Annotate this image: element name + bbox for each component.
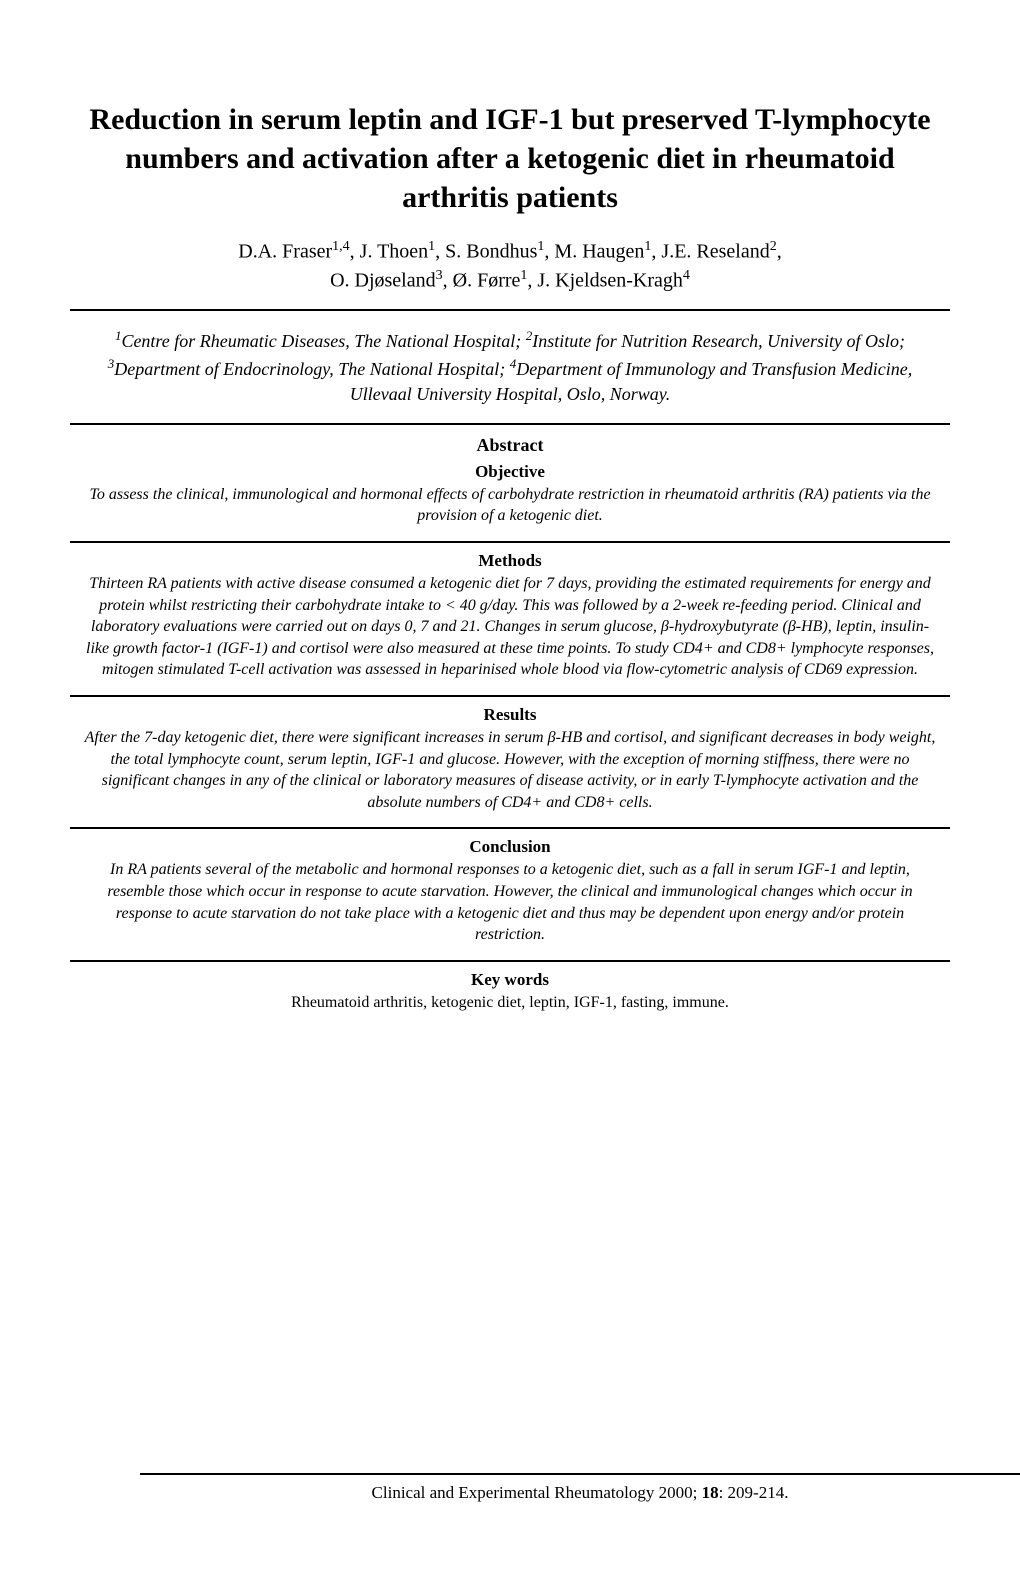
divider-line: [70, 423, 950, 425]
author-affiliation-sup: 3: [436, 268, 443, 283]
conclusion-heading: Conclusion: [70, 837, 950, 857]
results-body: After the 7-day ketogenic diet, there we…: [70, 725, 950, 819]
authors-block: D.A. Fraser1,4, J. Thoen1, S. Bondhus1, …: [70, 237, 950, 294]
author-name: , J. Thoen: [350, 241, 429, 263]
author-name: O. Djøseland: [330, 269, 436, 291]
author-name: , J. Kjeldsen-Kragh: [527, 269, 683, 291]
results-heading: Results: [70, 705, 950, 725]
author-name: , S. Bondhus: [435, 241, 537, 263]
divider-line: [70, 827, 950, 829]
conclusion-body: In RA patients several of the metabolic …: [70, 857, 950, 951]
footer-pages: : 209-214.: [719, 1483, 789, 1502]
divider-line: [70, 309, 950, 311]
affiliations-block: 1Centre for Rheumatic Diseases, The Nati…: [70, 319, 950, 415]
author-affiliation-sup: 2: [770, 239, 777, 254]
methods-heading: Methods: [70, 551, 950, 571]
footer-volume: 18: [702, 1483, 719, 1502]
author-affiliation-sup: 1,4: [332, 239, 350, 254]
divider-line: [70, 960, 950, 962]
divider-line: [70, 541, 950, 543]
footer-journal: Clinical and Experimental Rheumatology 2…: [372, 1483, 702, 1502]
author-name: , J.E. Reseland: [651, 241, 769, 263]
author-name: , M. Haugen: [544, 241, 644, 263]
author-name: D.A. Fraser: [238, 241, 332, 263]
objective-heading: Objective: [70, 462, 950, 482]
affiliation-text: Centre for Rheumatic Diseases, The Natio…: [121, 331, 525, 351]
affiliation-text: Institute for Nutrition Research, Univer…: [532, 331, 905, 351]
keywords-body: Rheumatoid arthritis, ketogenic diet, le…: [70, 990, 950, 1020]
author-affiliation-sup: 4: [683, 268, 690, 283]
divider-line: [70, 695, 950, 697]
keywords-heading: Key words: [70, 970, 950, 990]
footer-citation: Clinical and Experimental Rheumatology 2…: [140, 1483, 1020, 1503]
author-separator: ,: [777, 241, 782, 263]
affiliation-text: Department of Endocrinology, The Nationa…: [114, 359, 509, 379]
paper-title: Reduction in serum leptin and IGF-1 but …: [70, 100, 950, 217]
author-name: , Ø. Førre: [443, 269, 521, 291]
objective-body: To assess the clinical, immunological an…: [70, 482, 950, 533]
abstract-heading: Abstract: [70, 435, 950, 456]
methods-body: Thirteen RA patients with active disease…: [70, 571, 950, 687]
footer-divider: [140, 1473, 1020, 1475]
page-footer: Clinical and Experimental Rheumatology 2…: [70, 1473, 1020, 1503]
